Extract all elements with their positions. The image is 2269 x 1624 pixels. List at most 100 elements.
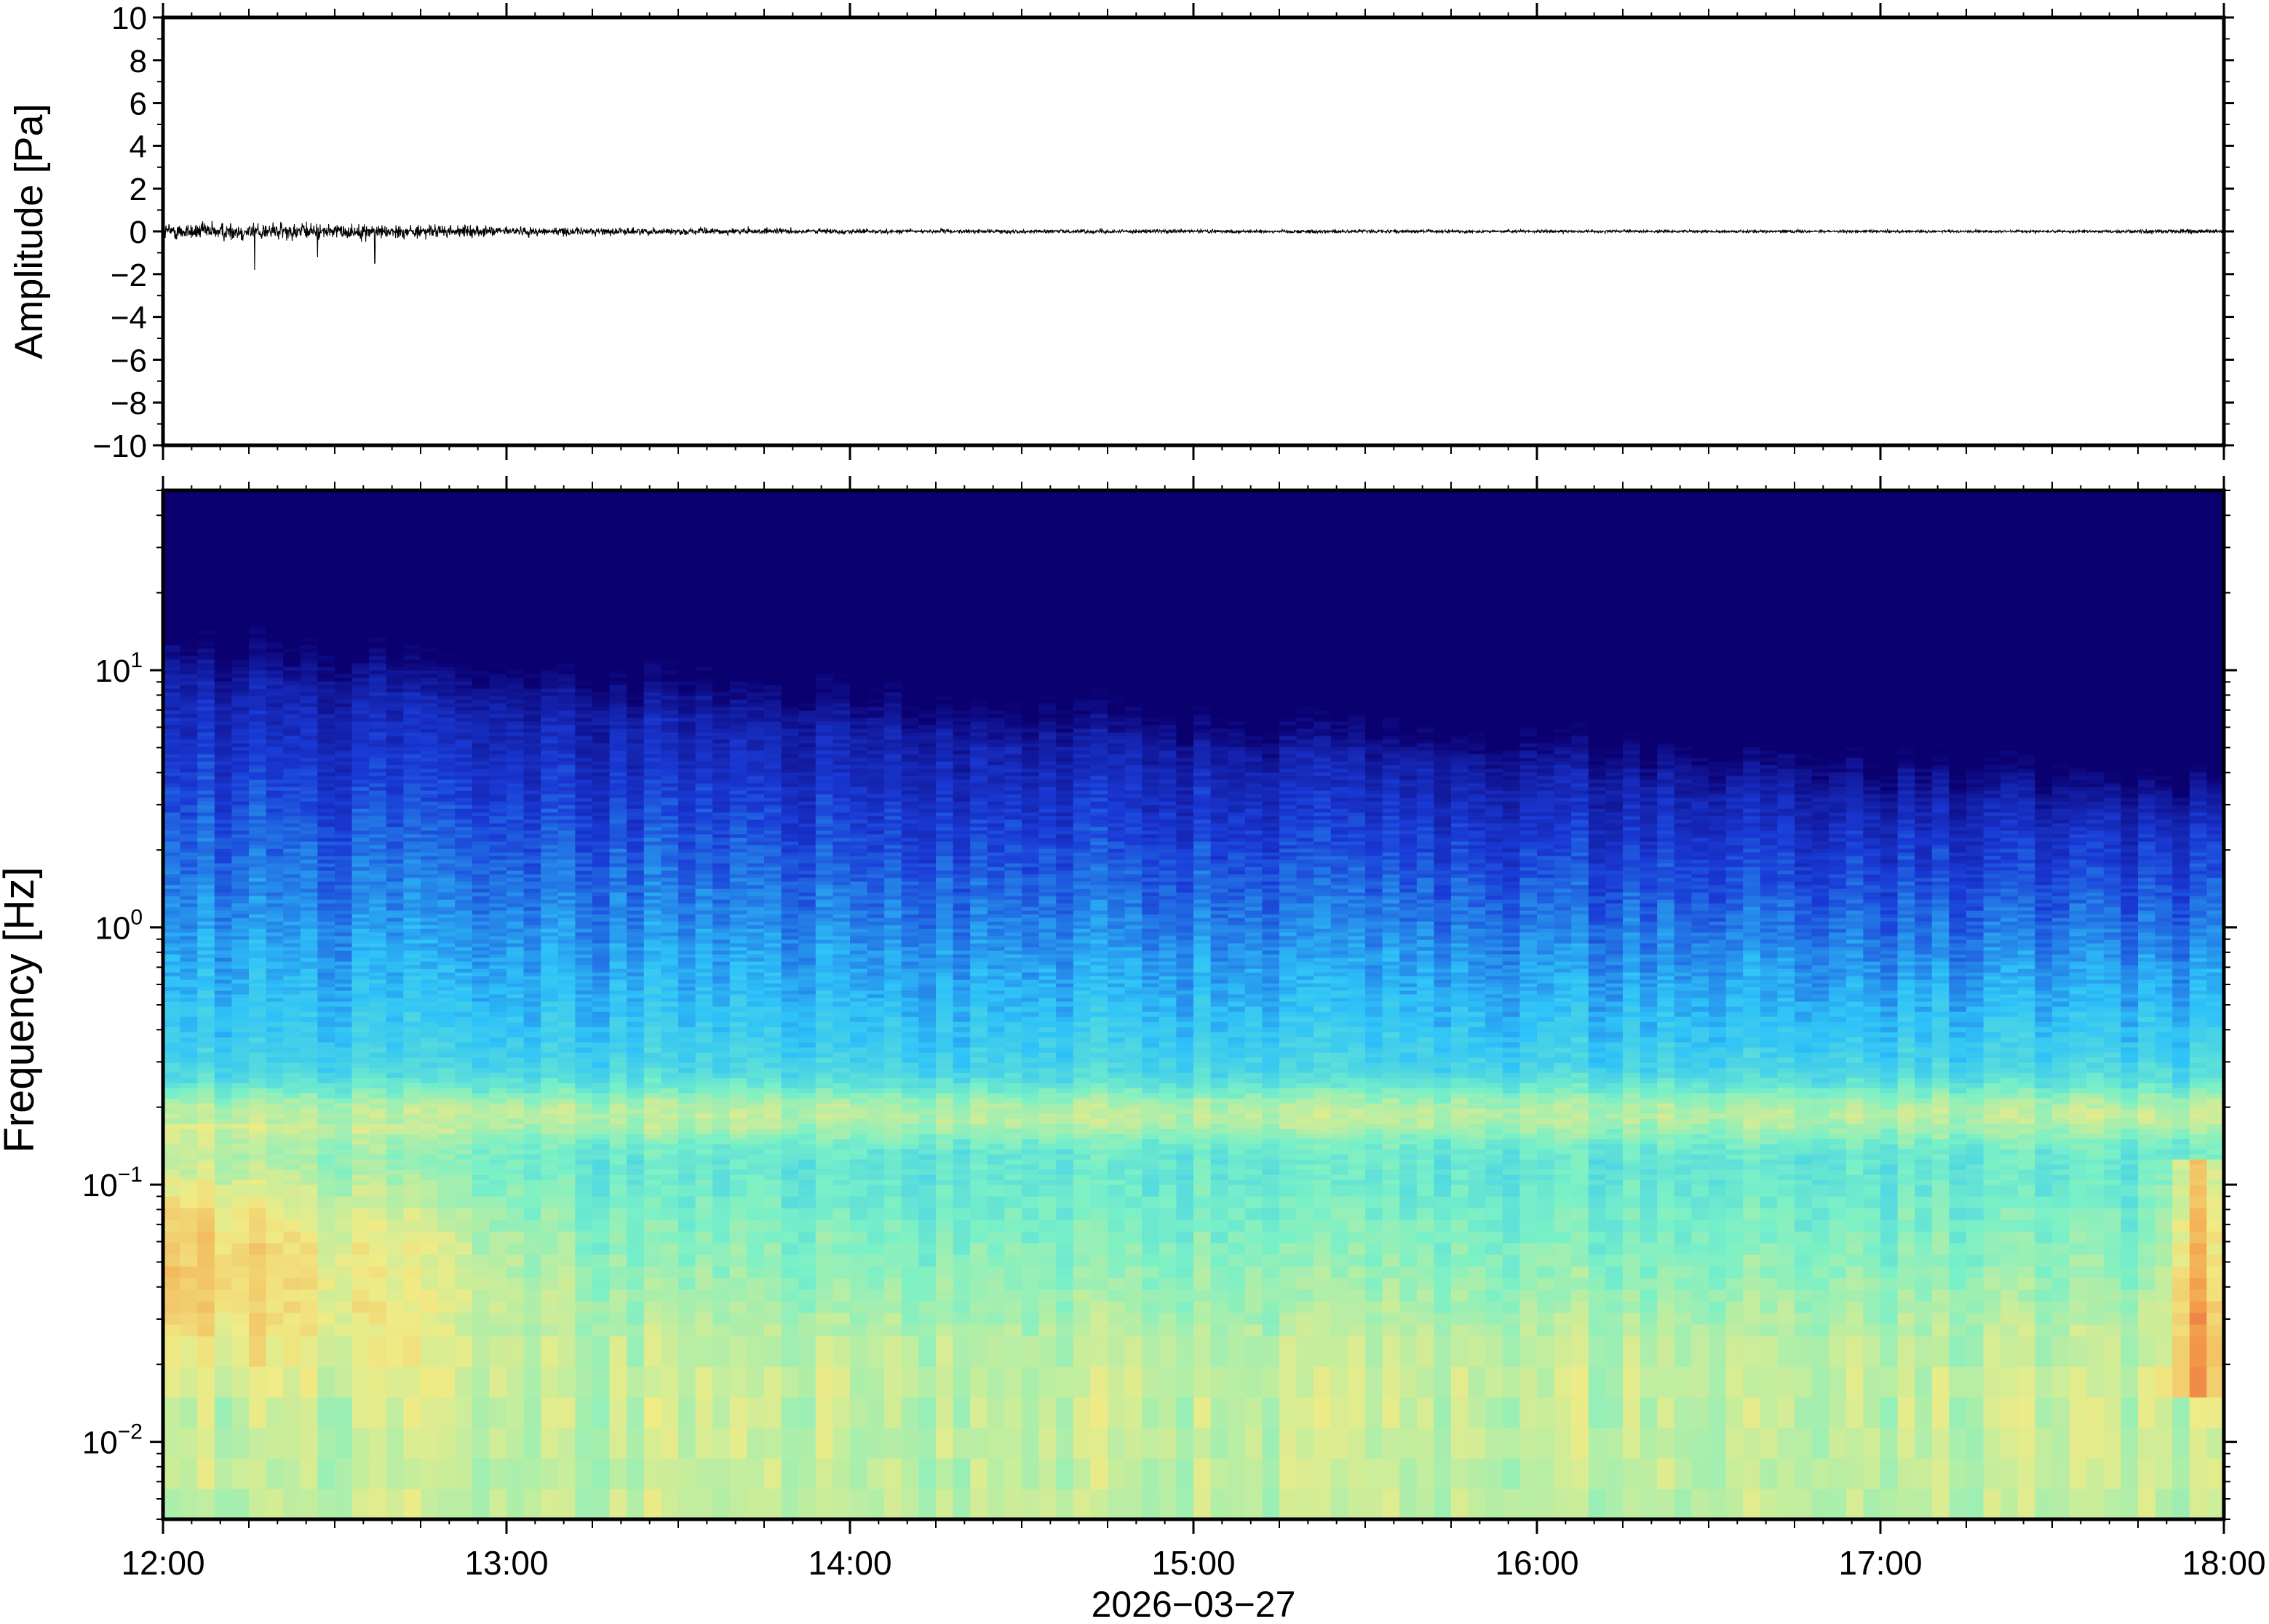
spectrogram-cell (455, 877, 473, 882)
spectrogram-cell (386, 958, 404, 962)
spectrogram-cell (163, 637, 181, 642)
spectrogram-cell (369, 918, 387, 922)
spectrogram-cell (214, 961, 232, 966)
spectrogram-cell (575, 1067, 593, 1073)
spectrogram-cell (231, 1243, 250, 1255)
spectrogram-cell (180, 921, 198, 926)
spectrogram-cell (437, 648, 456, 653)
spectrogram-cell (386, 1289, 404, 1302)
spectrogram-cell (214, 1324, 232, 1337)
spectrogram-cell (369, 594, 387, 598)
spectrogram-cell (163, 877, 181, 882)
spectrogram-cell (489, 576, 507, 580)
spectrogram-cell (197, 852, 215, 856)
spectrogram-cell (317, 958, 335, 962)
spectrogram-cell (300, 896, 318, 900)
spectrogram-cell (523, 816, 541, 820)
spectrogram-cell (421, 757, 439, 762)
spectrogram-cell (283, 576, 301, 580)
spectrogram-cell (283, 612, 301, 616)
spectrogram-cell (351, 808, 370, 813)
spectrogram-cell (180, 841, 198, 845)
spectrogram-cell (489, 794, 507, 798)
spectrogram-cell (249, 1129, 267, 1134)
spectrogram-cell (317, 539, 335, 544)
spectrogram-cell (335, 1336, 353, 1367)
spectrogram-cell (489, 659, 507, 664)
spectrogram-cell (437, 1254, 456, 1267)
spectrogram-cell (506, 790, 525, 795)
spectrogram-cell (386, 561, 404, 565)
spectrogram-cell (180, 914, 198, 918)
spectrogram-cell (163, 1489, 181, 1520)
spectrogram-cell (455, 757, 473, 762)
waveform-frame (161, 15, 2226, 447)
spectrogram-cell (180, 823, 198, 827)
spectrogram-cell (300, 765, 318, 769)
spectrogram-cell (386, 776, 404, 780)
spectrogram-cell (541, 932, 559, 936)
spectrogram-cell (249, 761, 267, 765)
spectrogram-cell (541, 1149, 559, 1155)
spectrogram-cell (163, 1208, 181, 1220)
spectrogram-cell (266, 794, 284, 798)
spectrogram-cell (249, 790, 267, 795)
spectrogram-cell (266, 823, 284, 827)
spectrogram-cell (163, 885, 181, 889)
spectrogram-cell (163, 845, 181, 849)
spectrogram-cell (557, 1301, 576, 1313)
spectrogram-cell (455, 776, 473, 780)
spectrogram-cell (437, 510, 456, 514)
spectrogram-cell (249, 1072, 267, 1078)
spectrogram-cell (489, 823, 507, 827)
spectrogram-cell (403, 605, 421, 609)
spectrogram-cell (180, 797, 198, 802)
spectrogram-cell (214, 605, 232, 609)
spectrogram-cell (283, 1088, 301, 1094)
spectrogram-cell (369, 1067, 387, 1073)
spectrogram-cell (421, 1078, 439, 1083)
spectrogram-cell (455, 830, 473, 835)
spectrogram-cell (180, 1164, 198, 1170)
spectrogram-cell (197, 1062, 215, 1068)
spectrogram-cell (317, 1278, 335, 1290)
spectrogram-cell (489, 837, 507, 842)
spectrogram-cell (163, 539, 181, 544)
spectrogram-cell (351, 998, 370, 1002)
spectrogram-cell (214, 517, 232, 522)
spectrogram-cell (317, 561, 335, 565)
spectrogram-cell (421, 1336, 439, 1367)
spectrogram-cell (506, 728, 525, 733)
spectrogram-cell (437, 1243, 456, 1255)
spectrogram-cell (214, 612, 232, 616)
spectrogram-cell (214, 794, 232, 798)
spectrogram-cell (249, 1037, 267, 1043)
spectrogram-cell (180, 546, 198, 551)
spectrogram-cell (489, 696, 507, 700)
spectrogram-cell (557, 1047, 576, 1053)
spectrogram-cell (317, 903, 335, 907)
spectrogram-cell (163, 936, 181, 940)
spectrogram-cell (266, 1108, 284, 1114)
spectrogram-cell (231, 867, 250, 871)
spectrogram-cell (317, 1001, 335, 1007)
spectrogram-cell (180, 885, 198, 889)
spectrogram-cell (266, 1185, 284, 1197)
spectrogram-cell (351, 612, 370, 616)
spectrogram-cell (197, 685, 215, 689)
spectrogram-cell (369, 579, 387, 584)
spectrogram-cell (335, 998, 353, 1002)
spectrogram-cell (541, 583, 559, 587)
spectrogram-cell (300, 739, 318, 744)
spectrogram-cell (455, 688, 473, 693)
spectrogram-cell (249, 1057, 267, 1063)
spectrogram-cell (317, 696, 335, 700)
spectrogram-cell (214, 765, 232, 769)
spectrogram-cell (249, 841, 267, 845)
spectrogram-cell (489, 1129, 507, 1134)
spectrogram-cell (523, 958, 541, 962)
spectrogram-cell (335, 663, 353, 667)
spectrogram-cell (386, 623, 404, 627)
spectrogram-cell (335, 845, 353, 849)
spectrogram-cell (214, 768, 232, 773)
